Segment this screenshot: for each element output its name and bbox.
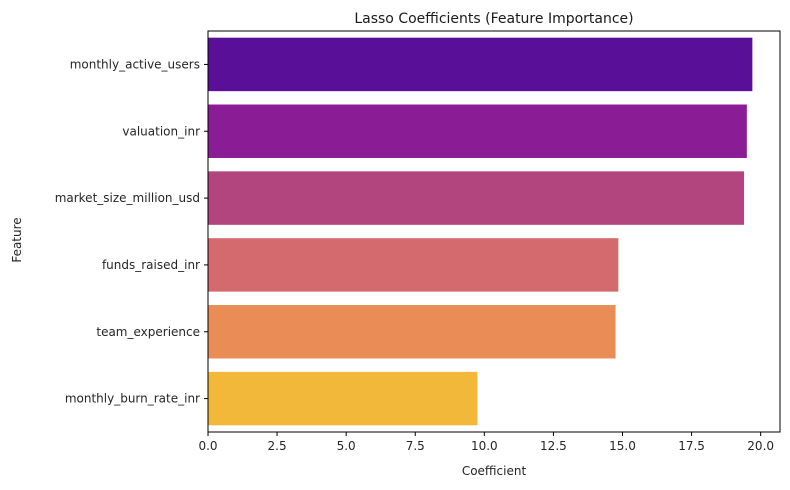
chart-title: Lasso Coefficients (Feature Importance): [354, 11, 633, 27]
x-tick-label: 5.0: [337, 439, 356, 453]
y-tick-label: funds_raised_inr: [102, 258, 200, 272]
x-tick-label: 10.0: [471, 439, 498, 453]
bar-market-size-million-usd: [208, 171, 745, 225]
y-tick-label: valuation_inr: [122, 124, 200, 138]
bars-group: [208, 37, 753, 426]
y-axis-ticks: monthly_active_users valuation_inr market_…: [55, 57, 208, 406]
y-tick-label: market_size_million_usd: [55, 191, 200, 205]
y-tick-label: monthly_burn_rate_inr: [65, 392, 200, 406]
plot-frame: [207, 30, 781, 433]
x-tick-label: 17.5: [678, 439, 705, 453]
x-tick-label: 2.5: [268, 439, 287, 453]
y-tick-label: monthly_active_users: [70, 57, 200, 71]
bar-team-experience: [208, 305, 616, 359]
bar-valuation-inr: [208, 104, 747, 158]
x-tick-label: 7.5: [406, 439, 425, 453]
bar-monthly-active-users: [208, 37, 753, 92]
x-axis-ticks: 0.0 2.5 5.0 7.5 10.0 12.5 15.0 17.5 20.0: [198, 432, 774, 453]
x-tick-label: 0.0: [198, 439, 217, 453]
y-tick-label: team_experience: [96, 325, 200, 339]
x-tick-label: 20.0: [747, 439, 774, 453]
x-axis-title: Coefficient: [462, 464, 527, 478]
x-tick-label: 15.0: [609, 439, 636, 453]
y-axis-title: Feature: [10, 217, 24, 262]
bar-funds-raised-inr: [208, 238, 619, 292]
bar-monthly-burn-rate-inr: [208, 371, 478, 426]
x-tick-label: 12.5: [540, 439, 567, 453]
